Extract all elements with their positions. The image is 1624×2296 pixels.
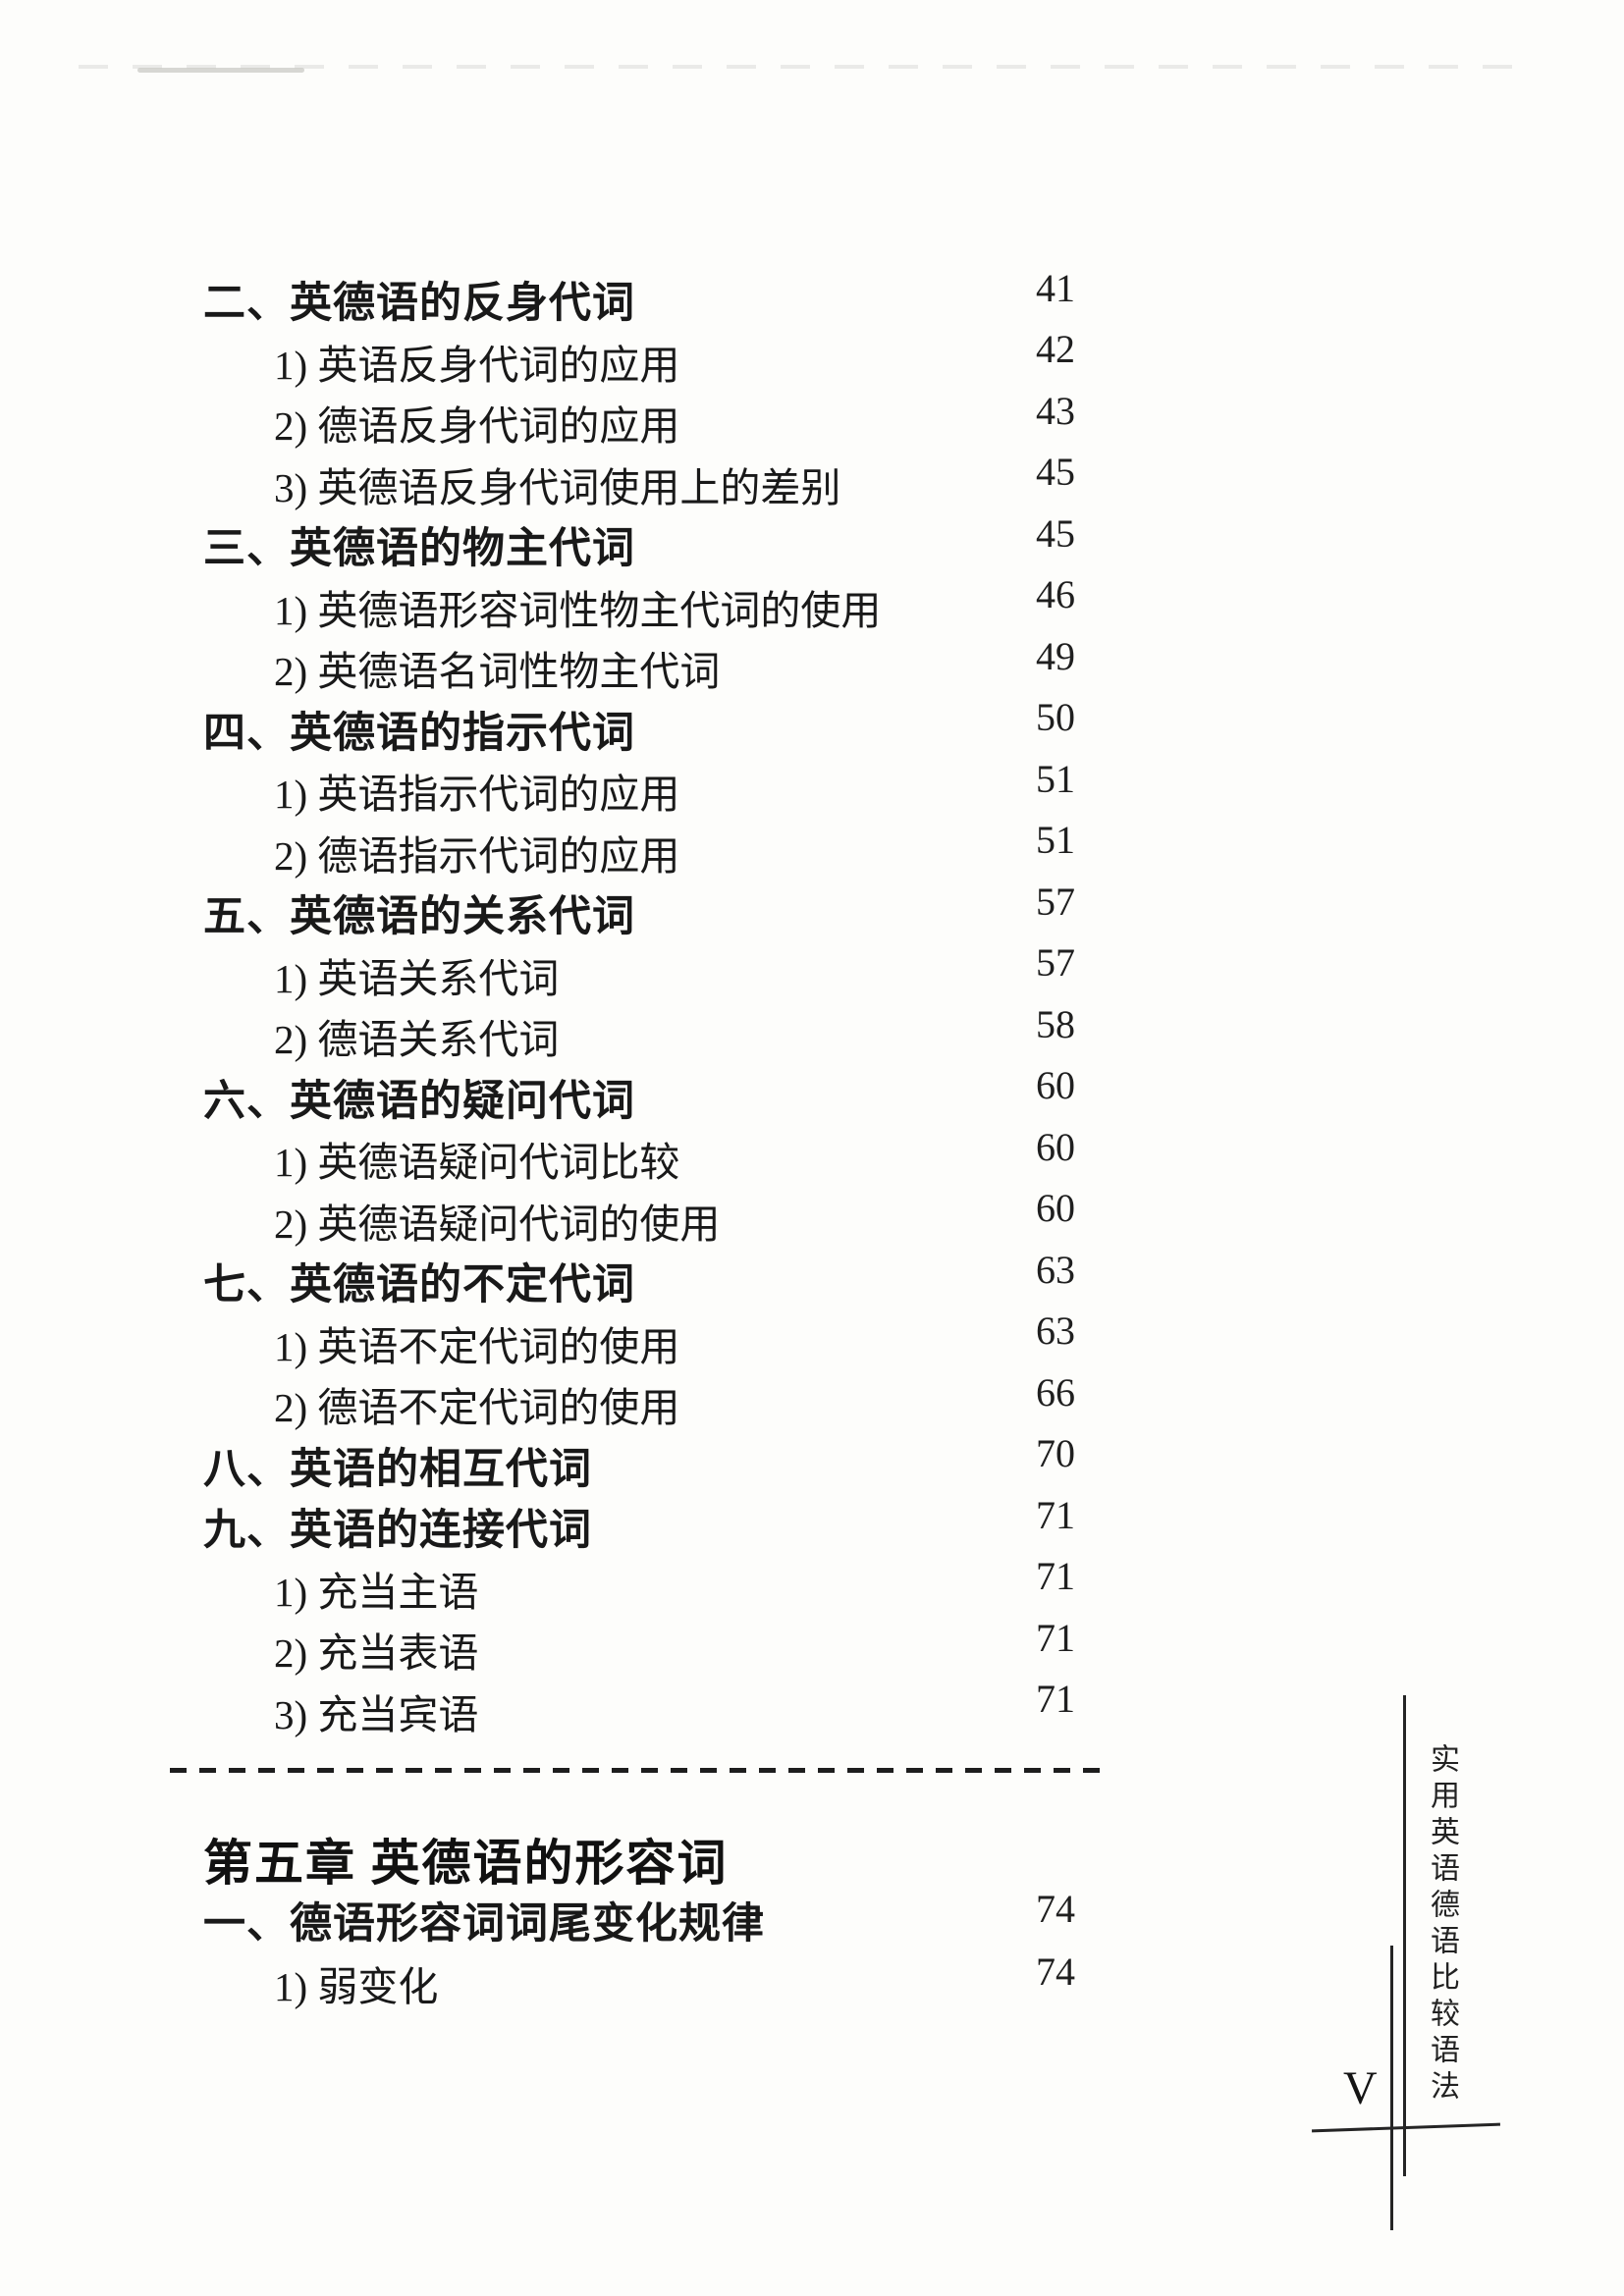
toc-entry: 1) 英语关系代词 57: [203, 940, 1075, 1006]
toc-entry-label: 1) 英德语形容词性物主代词的使用: [274, 587, 882, 633]
toc-entry-label: 八、英语的相互代词: [203, 1446, 592, 1493]
toc-entry-page: 51: [1036, 756, 1075, 801]
toc-entry-page: 60: [1036, 1063, 1075, 1108]
scan-artifact-top: [79, 65, 1512, 69]
toc-entry: 1) 弱变化 74: [203, 1949, 1075, 2014]
page-number-roman: V: [1343, 2062, 1378, 2114]
toc-entry-label: 2) 英德语名词性物主代词: [274, 649, 721, 695]
toc-entry-page: 60: [1036, 1186, 1075, 1231]
toc-entry: 八、英语的相互代词 70: [203, 1431, 1075, 1497]
toc-entry: 六、英德语的疑问代词 60: [203, 1063, 1075, 1129]
toc-entry-label: 3) 充当宾语: [274, 1691, 479, 1737]
toc-entry-page: 58: [1036, 1001, 1075, 1046]
sidebar-vertical-rule-short: [1390, 1946, 1393, 2230]
toc-entry-label: 2) 德语指示代词的应用: [274, 832, 680, 879]
toc-entry-page: 42: [1036, 327, 1075, 372]
toc-entry: 七、英德语的不定代词 63: [203, 1248, 1075, 1312]
book-title-vertical: 实用英语德语比较语法: [1426, 1743, 1458, 2107]
toc-entry-label: 一、德语形容词词尾变化规律: [203, 1901, 765, 1948]
toc-entry-page: 71: [1036, 1677, 1075, 1722]
toc-entry-page: 71: [1036, 1554, 1075, 1599]
toc-entry: 2) 德语不定代词的使用 66: [203, 1370, 1075, 1435]
toc-entry-label: 1) 弱变化: [274, 1964, 439, 2009]
toc-entry-page: 51: [1036, 818, 1075, 863]
toc-entry-label: 1) 充当主语: [274, 1569, 479, 1615]
toc-entry: 3) 英德语反身代词使用上的差别 45: [203, 450, 1075, 515]
toc-entry-page: 45: [1036, 510, 1075, 556]
toc-entry-label: 2) 德语关系代词: [274, 1017, 560, 1063]
toc-entry-page: 63: [1036, 1308, 1075, 1354]
toc-entry-page: 57: [1036, 940, 1075, 986]
toc-entry-label: 三、英德语的物主代词: [203, 526, 635, 573]
dashed-separator: [170, 1768, 1111, 1773]
toc-entry-label: 五、英德语的关系代词: [203, 894, 635, 941]
toc-entry-page: 57: [1036, 879, 1075, 924]
toc-entry-label: 二、英德语的反身代词: [203, 281, 635, 328]
toc-entry-page: 63: [1036, 1247, 1075, 1292]
toc-entry-label: 四、英德语的指示代词: [203, 710, 635, 757]
toc-entry-label: 2) 英德语疑问代词的使用: [274, 1201, 721, 1247]
toc-entry-page: 71: [1036, 1492, 1075, 1537]
toc-entry-page: 70: [1036, 1431, 1075, 1476]
toc-entry-page: 71: [1036, 1615, 1075, 1660]
toc-entry-label: 1) 英语关系代词: [274, 955, 560, 1001]
toc-entry-label: 3) 英德语反身代词使用上的差别: [274, 464, 841, 510]
toc-entry-page: 46: [1036, 572, 1075, 617]
toc-entry: 3) 充当宾语 71: [203, 1677, 1075, 1742]
toc-entry: 2) 德语关系代词 58: [203, 1002, 1075, 1067]
sidebar-vertical-rule-long: [1403, 1695, 1406, 2176]
toc-entry-page: 74: [1036, 1886, 1075, 1931]
toc-entry: 九、英语的连接代词 71: [203, 1493, 1075, 1558]
toc-entry-page: 43: [1036, 388, 1075, 433]
toc-entry-page: 66: [1036, 1369, 1075, 1415]
table-of-contents-chapter5: 一、德语形容词词尾变化规律 74 1) 弱变化 74: [203, 1886, 1075, 2014]
toc-entry-page: 60: [1036, 1124, 1075, 1169]
toc-entry: 四、英德语的指示代词 50: [203, 695, 1075, 761]
toc-entry: 1) 英德语形容词性物主代词的使用 46: [203, 572, 1075, 638]
toc-entry: 1) 英语反身代词的应用 42: [203, 327, 1075, 393]
scan-artifact-top-dark: [137, 68, 304, 73]
toc-entry-page: 50: [1036, 695, 1075, 740]
toc-entry: 2) 充当表语 71: [203, 1616, 1075, 1681]
toc-entry-label: 1) 英德语疑问代词比较: [274, 1140, 680, 1186]
toc-entry-label: 2) 充当表语: [274, 1630, 479, 1677]
toc-entry-label: 九、英语的连接代词: [203, 1508, 592, 1555]
toc-entry-label: 2) 德语不定代词的使用: [274, 1385, 680, 1431]
toc-entry-label: 1) 英语不定代词的使用: [274, 1323, 680, 1369]
toc-entry: 1) 英语指示代词的应用 51: [203, 757, 1075, 822]
toc-entry-label: 1) 英语反身代词的应用: [274, 342, 680, 388]
toc-entry: 2) 德语反身代词的应用 43: [203, 389, 1075, 454]
chapter-heading: 第五章 英德语的形容词: [203, 1836, 729, 1891]
sidebar-horizontal-rule: [1312, 2122, 1500, 2133]
toc-entry-page: 74: [1036, 1949, 1075, 1994]
toc-entry-label: 六、英德语的疑问代词: [203, 1078, 635, 1125]
toc-entry: 三、英德语的物主代词 45: [203, 511, 1075, 576]
toc-entry: 一、德语形容词词尾变化规律 74: [203, 1886, 1075, 1951]
toc-entry: 2) 英德语疑问代词的使用 60: [203, 1186, 1075, 1252]
toc-entry: 1) 英德语疑问代词比较 60: [203, 1125, 1075, 1190]
toc-entry: 1) 充当主语 71: [203, 1554, 1075, 1620]
toc-entry-label: 七、英德语的不定代词: [203, 1262, 635, 1309]
toc-entry-page: 45: [1036, 450, 1075, 495]
toc-entry: 2) 德语指示代词的应用 51: [203, 818, 1075, 883]
toc-entry-label: 2) 德语反身代词的应用: [274, 403, 680, 450]
toc-entry: 五、英德语的关系代词 57: [203, 879, 1075, 944]
toc-entry: 2) 英德语名词性物主代词 49: [203, 634, 1075, 699]
toc-entry: 1) 英语不定代词的使用 63: [203, 1308, 1075, 1374]
toc-entry-page: 49: [1036, 633, 1075, 678]
toc-entry-label: 1) 英语指示代词的应用: [274, 772, 680, 818]
toc-entry: 二、英德语的反身代词 41: [203, 266, 1075, 331]
table-of-contents: 二、英德语的反身代词 41 1) 英语反身代词的应用 42 2) 德语反身代词的应用 43…: [203, 266, 1075, 1742]
toc-entry-page: 41: [1036, 265, 1075, 310]
